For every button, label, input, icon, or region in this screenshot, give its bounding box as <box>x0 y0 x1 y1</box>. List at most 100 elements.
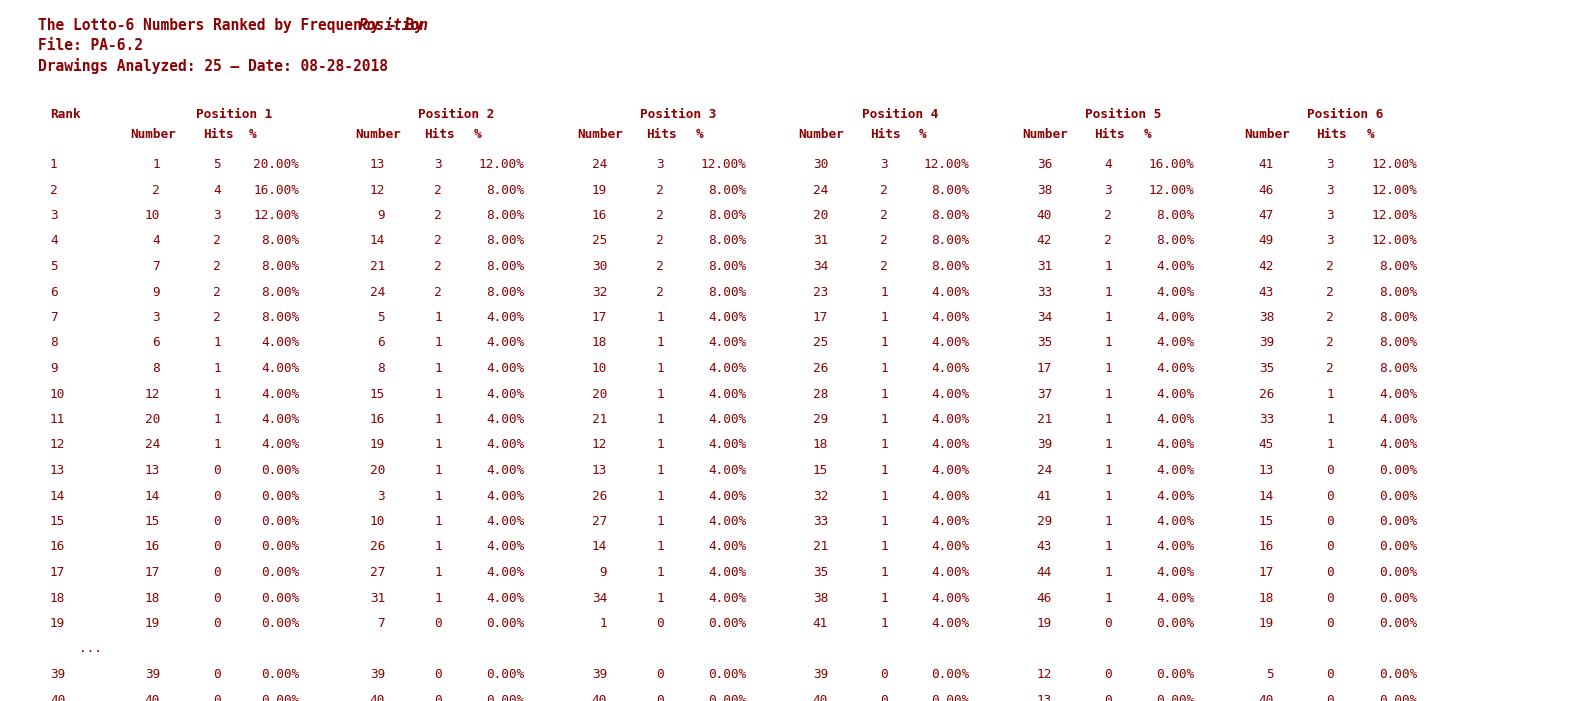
Text: 30: 30 <box>813 158 828 171</box>
Text: 15: 15 <box>370 388 384 400</box>
Text: 2: 2 <box>880 260 888 273</box>
Text: 7: 7 <box>49 311 57 324</box>
Text: Hits: Hits <box>203 128 233 141</box>
Text: 8.00%: 8.00% <box>708 209 746 222</box>
Text: 0: 0 <box>214 693 222 701</box>
Text: 1: 1 <box>434 489 442 503</box>
Text: 31: 31 <box>813 235 828 247</box>
Text: 8.00%: 8.00% <box>1378 336 1416 350</box>
Text: Number: Number <box>1022 128 1067 141</box>
Text: 4.00%: 4.00% <box>708 489 746 503</box>
Text: Rank: Rank <box>49 108 80 121</box>
Text: 8: 8 <box>49 336 57 350</box>
Text: 12.00%: 12.00% <box>1372 184 1416 196</box>
Text: 16.00%: 16.00% <box>1148 158 1195 171</box>
Text: 5: 5 <box>1266 668 1274 681</box>
Text: Hits: Hits <box>1316 128 1346 141</box>
Text: 0.00%: 0.00% <box>486 617 525 630</box>
Text: 4.00%: 4.00% <box>1156 489 1195 503</box>
Text: 0: 0 <box>1327 693 1333 701</box>
Text: 2: 2 <box>434 209 442 222</box>
Text: 4.00%: 4.00% <box>262 362 298 375</box>
Text: 24: 24 <box>145 439 160 451</box>
Text: 0: 0 <box>1104 693 1112 701</box>
Text: 17: 17 <box>592 311 608 324</box>
Text: 1: 1 <box>49 158 57 171</box>
Text: 1: 1 <box>657 489 664 503</box>
Text: 0.00%: 0.00% <box>1378 489 1416 503</box>
Text: 9: 9 <box>49 362 57 375</box>
Text: 2: 2 <box>657 209 664 222</box>
Text: 14: 14 <box>592 540 608 554</box>
Text: 24: 24 <box>592 158 608 171</box>
Text: 4.00%: 4.00% <box>486 388 525 400</box>
Text: 4.00%: 4.00% <box>931 285 970 299</box>
Text: 43: 43 <box>1037 540 1053 554</box>
Text: 1: 1 <box>600 617 608 630</box>
Text: 44: 44 <box>1037 566 1053 579</box>
Text: 1: 1 <box>434 362 442 375</box>
Text: 21: 21 <box>592 413 608 426</box>
Text: 4.00%: 4.00% <box>262 388 298 400</box>
Text: 16: 16 <box>145 540 160 554</box>
Text: 4: 4 <box>153 235 160 247</box>
Text: 34: 34 <box>592 592 608 604</box>
Text: 4.00%: 4.00% <box>486 311 525 324</box>
Text: 8.00%: 8.00% <box>486 209 525 222</box>
Text: %: % <box>695 128 703 141</box>
Text: 2: 2 <box>657 285 664 299</box>
Text: Drawings Analyzed: 25 — Date: 08-28-2018: Drawings Analyzed: 25 — Date: 08-28-2018 <box>38 58 388 74</box>
Text: 2: 2 <box>153 184 160 196</box>
Text: 40: 40 <box>145 693 160 701</box>
Text: 1: 1 <box>657 311 664 324</box>
Text: 1: 1 <box>1104 260 1112 273</box>
Text: 8.00%: 8.00% <box>1378 362 1416 375</box>
Text: 0.00%: 0.00% <box>262 489 298 503</box>
Text: 8.00%: 8.00% <box>1378 285 1416 299</box>
Text: 8.00%: 8.00% <box>1378 311 1416 324</box>
Text: 1: 1 <box>434 464 442 477</box>
Text: 1: 1 <box>214 362 222 375</box>
Text: 19: 19 <box>1258 617 1274 630</box>
Text: 4: 4 <box>1104 158 1112 171</box>
Text: 12: 12 <box>1037 668 1053 681</box>
Text: 4.00%: 4.00% <box>931 515 970 528</box>
Text: 8: 8 <box>378 362 384 375</box>
Text: 4.00%: 4.00% <box>486 515 525 528</box>
Text: 16: 16 <box>370 413 384 426</box>
Text: 42: 42 <box>1258 260 1274 273</box>
Text: 8.00%: 8.00% <box>708 285 746 299</box>
Text: 4.00%: 4.00% <box>931 388 970 400</box>
Text: 8.00%: 8.00% <box>262 285 298 299</box>
Text: 0.00%: 0.00% <box>262 566 298 579</box>
Text: 2: 2 <box>657 184 664 196</box>
Text: 4.00%: 4.00% <box>931 311 970 324</box>
Text: 2: 2 <box>434 260 442 273</box>
Text: Position 6: Position 6 <box>1306 108 1383 121</box>
Text: 1: 1 <box>434 311 442 324</box>
Text: 3: 3 <box>378 489 384 503</box>
Text: Hits: Hits <box>1094 128 1124 141</box>
Text: 40: 40 <box>1037 209 1053 222</box>
Text: 0.00%: 0.00% <box>1378 592 1416 604</box>
Text: 39: 39 <box>813 668 828 681</box>
Text: 4.00%: 4.00% <box>262 439 298 451</box>
Text: 14: 14 <box>1258 489 1274 503</box>
Text: 4.00%: 4.00% <box>708 388 746 400</box>
Text: 16: 16 <box>1258 540 1274 554</box>
Text: 3: 3 <box>880 158 888 171</box>
Text: 1: 1 <box>434 515 442 528</box>
Text: 2: 2 <box>1327 285 1333 299</box>
Text: 18: 18 <box>1258 592 1274 604</box>
Text: 0.00%: 0.00% <box>486 693 525 701</box>
Text: 3: 3 <box>1327 209 1333 222</box>
Text: 12.00%: 12.00% <box>1148 184 1195 196</box>
Text: 8.00%: 8.00% <box>262 235 298 247</box>
Text: 0.00%: 0.00% <box>1156 617 1195 630</box>
Text: 8.00%: 8.00% <box>486 235 525 247</box>
Text: 17: 17 <box>145 566 160 579</box>
Text: 24: 24 <box>1037 464 1053 477</box>
Text: The Lotto-6 Numbers Ranked by Frequency - By: The Lotto-6 Numbers Ranked by Frequency … <box>38 18 432 33</box>
Text: Position: Position <box>359 18 429 33</box>
Text: 0.00%: 0.00% <box>1378 566 1416 579</box>
